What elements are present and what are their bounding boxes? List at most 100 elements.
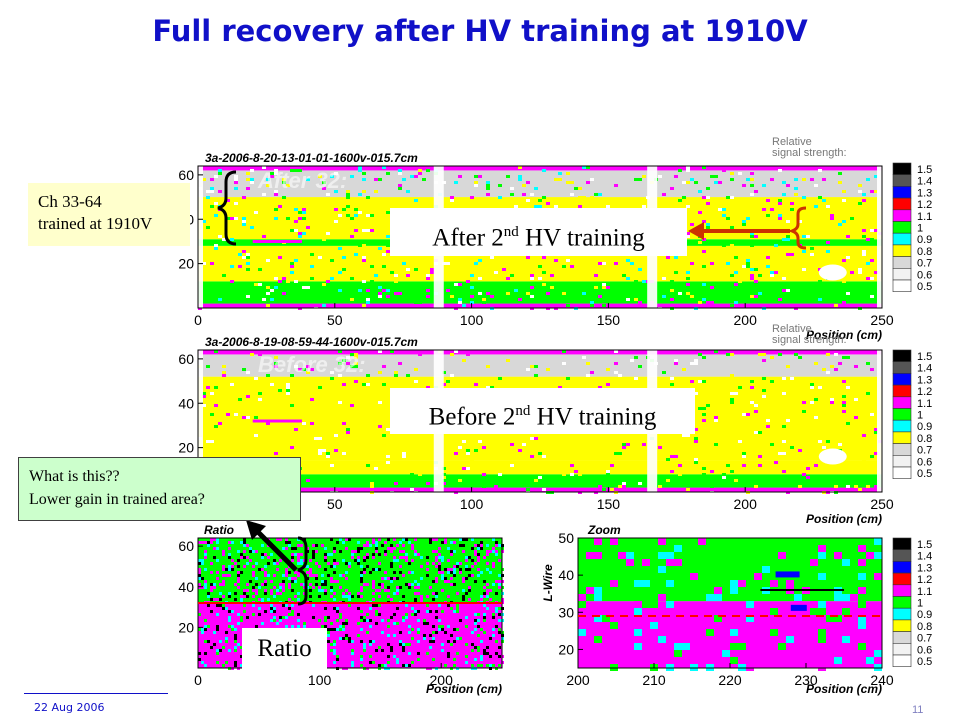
- after-cell: [686, 169, 690, 172]
- ratio-cell: [483, 658, 486, 661]
- ratio-cell: [492, 538, 495, 541]
- after-cell: [374, 274, 378, 277]
- before-cell: [602, 461, 606, 464]
- zoom-cell: [746, 601, 754, 608]
- before-cell: [322, 449, 326, 452]
- ratio-cell: [327, 619, 330, 622]
- before-cell: [630, 359, 634, 362]
- ratio-cell: [393, 613, 396, 616]
- ratio-cell: [468, 646, 471, 649]
- after-cell: [374, 190, 378, 193]
- ratio-cell: [477, 649, 480, 652]
- ratio-cell: [363, 544, 366, 547]
- after-cell: [642, 175, 646, 178]
- ratio-cell: [447, 550, 450, 553]
- ratio-cell: [306, 622, 309, 625]
- after-cell: [706, 226, 710, 229]
- after-cell: [462, 304, 466, 307]
- zoom-cell: [826, 552, 834, 559]
- zoom-scale-label: 0.9: [917, 609, 932, 621]
- after-cell: [422, 178, 426, 181]
- ratio-cell: [213, 598, 216, 601]
- before-cell: [702, 407, 706, 410]
- ratio-cell: [252, 562, 255, 565]
- ratio-cell: [429, 625, 432, 628]
- ratio-cell: [408, 628, 411, 631]
- ratio-cell: [375, 613, 378, 616]
- ratio-cell: [210, 604, 213, 607]
- ratio-cell: [306, 565, 309, 568]
- ratio-cell: [405, 583, 408, 586]
- before-cell: [294, 428, 298, 431]
- after-cell: [622, 199, 626, 202]
- ratio-cell: [453, 640, 456, 643]
- ratio-cell: [288, 544, 291, 547]
- zoom-heatmap: [577, 537, 883, 671]
- after-cell: [758, 292, 762, 295]
- ratio-cell: [402, 568, 405, 571]
- after-cell: [254, 211, 258, 214]
- after-cell: [862, 253, 866, 256]
- ratio-cell: [231, 559, 234, 562]
- before-cell: [414, 368, 418, 371]
- ratio-cell: [423, 622, 426, 625]
- ratio-cell: [399, 571, 402, 574]
- ratio-cell: [450, 553, 453, 556]
- after-cell: [310, 277, 314, 280]
- ratio-cell: [354, 646, 357, 649]
- ratio-cell: [426, 583, 429, 586]
- ratio-cell: [225, 574, 228, 577]
- ratio-cell: [441, 628, 444, 631]
- before-cell: [622, 482, 626, 485]
- before-cell: [382, 434, 386, 437]
- ratio-cell: [471, 586, 474, 589]
- ratio-cell: [318, 544, 321, 547]
- zoom-cell: [866, 636, 874, 643]
- ratio-xtick-label: 100: [308, 672, 332, 688]
- ratio-cell: [474, 562, 477, 565]
- ratio-cell: [201, 541, 204, 544]
- after-cell: [366, 289, 370, 292]
- ratio-cell: [405, 616, 408, 619]
- ratio-cell: [402, 544, 405, 547]
- ratio-cell: [495, 631, 498, 634]
- ratio-cell: [210, 562, 213, 565]
- ratio-cell: [366, 544, 369, 547]
- before-cell: [694, 362, 698, 365]
- ratio-cell: [279, 592, 282, 595]
- zoom-cell: [594, 636, 602, 643]
- ratio-cell: [477, 598, 480, 601]
- ratio-cell: [291, 559, 294, 562]
- after-cell: [774, 244, 778, 247]
- ratio-cell: [396, 619, 399, 622]
- after-cell: [626, 277, 630, 280]
- after-cell: [346, 190, 350, 193]
- ratio-cell: [396, 598, 399, 601]
- before-cell: [418, 473, 422, 476]
- ratio-cell: [330, 619, 333, 622]
- ratio-cell: [366, 631, 369, 634]
- ratio-cell: [495, 655, 498, 658]
- ratio-cell: [240, 646, 243, 649]
- after-cell: [246, 187, 250, 190]
- after-cell: [470, 286, 474, 289]
- ratio-cell: [372, 556, 375, 559]
- before-cell: [678, 464, 682, 467]
- ratio-cell: [456, 610, 459, 613]
- ratio-cell: [420, 586, 423, 589]
- before-cell: [346, 431, 350, 434]
- after-cell: [770, 274, 774, 277]
- before-cell: [706, 404, 710, 407]
- ratio-cell: [234, 583, 237, 586]
- after-cell: [590, 178, 594, 181]
- trained-callout-line-2: trained at 1910V: [38, 214, 153, 233]
- ratio-cell: [339, 607, 342, 610]
- before-cell: [666, 479, 670, 482]
- ratio-cell: [312, 604, 315, 607]
- ratio-cell: [348, 637, 351, 640]
- before-cell: [814, 464, 818, 467]
- zoom-cell: [802, 580, 810, 587]
- before-cell: [222, 374, 226, 377]
- after-cell: [718, 181, 722, 184]
- before-cell: [818, 386, 822, 389]
